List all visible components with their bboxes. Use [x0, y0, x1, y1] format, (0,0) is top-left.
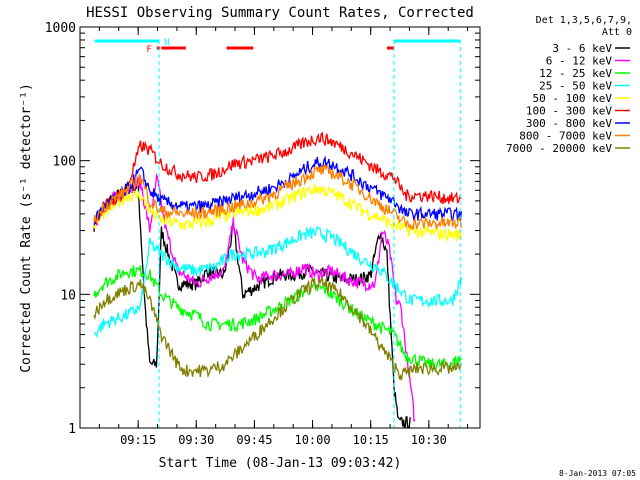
series-line-4 — [93, 183, 463, 243]
series-line-0 — [93, 180, 411, 429]
legend-label-0: 3 - 6 keV — [552, 42, 612, 55]
night-flag-label: N — [164, 38, 169, 48]
legend-label-6: 300 - 800 keV — [526, 117, 612, 130]
series-line-5 — [93, 131, 462, 224]
y-tick-label: 100 — [53, 155, 76, 170]
legend-label-3: 25 - 50 keV — [539, 80, 612, 93]
x-axis-label: Start Time (08-Jan-13 09:03:42) — [159, 456, 402, 471]
legend-header-line1: Det 1,3,5,6,7,9, — [536, 15, 632, 26]
legend-label-4: 50 - 100 keV — [533, 92, 613, 105]
series-line-6 — [93, 155, 463, 225]
series-line-2 — [93, 265, 462, 374]
x-tick-label: 09:30 — [178, 433, 214, 447]
x-tick-label: 09:15 — [120, 433, 156, 447]
x-tick-label: 09:45 — [236, 433, 272, 447]
y-tick-label: 1000 — [45, 21, 76, 36]
legend-label-5: 100 - 300 keV — [526, 105, 612, 118]
series-line-7 — [93, 164, 463, 231]
chart-title: HESSI Observing Summary Count Rates, Cor… — [86, 5, 474, 21]
plot-frame — [79, 26, 481, 429]
legend-label-8: 7000 - 20000 keV — [506, 142, 612, 155]
plot-area: NF — [93, 38, 463, 429]
x-tick-label: 10:00 — [294, 433, 330, 447]
y-tick-label: 10 — [60, 288, 76, 303]
legend-label-2: 12 - 25 keV — [539, 67, 612, 80]
legend-label-1: 6 - 12 keV — [546, 55, 613, 68]
legend-header-line2: Att 0 — [602, 27, 632, 38]
flare-flag-label: F — [146, 45, 151, 55]
x-tick-label: 10:15 — [353, 433, 389, 447]
series-line-1 — [93, 172, 416, 422]
y-tick-label: 1 — [68, 422, 76, 437]
x-tick-label: 10:30 — [411, 433, 447, 447]
series-line-3 — [93, 225, 463, 339]
timestamp: 8-Jan-2013 07:05 — [559, 469, 636, 478]
axes: 09:15 09:30 09:45 10:00 10:15 10:30 1 10 100 1000 — [45, 21, 481, 447]
y-axis-label: Corrected Count Rate (s⁻¹ detector⁻¹) — [19, 83, 34, 373]
legend-label-7: 800 - 7000 keV — [519, 130, 612, 143]
series-line-8 — [93, 275, 462, 381]
